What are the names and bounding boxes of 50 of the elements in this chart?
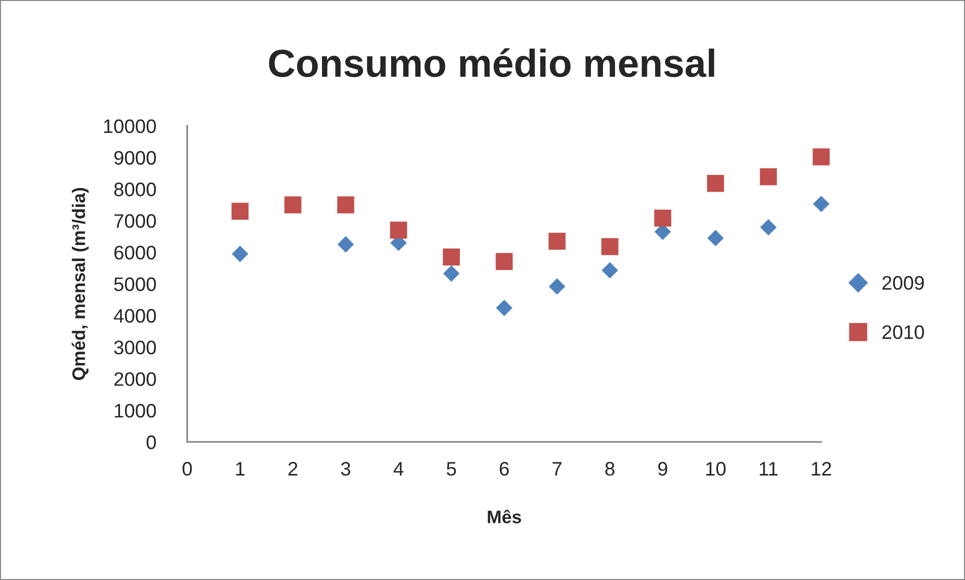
chart-title: Consumo médio mensal [269, 48, 714, 78]
y-tick-label: 3000 [114, 340, 156, 354]
point [390, 222, 408, 239]
point [443, 265, 460, 282]
point [232, 246, 248, 262]
point [337, 236, 354, 253]
point [548, 232, 566, 250]
point [812, 148, 830, 166]
point [760, 219, 777, 236]
x-tick-label: 4 [394, 462, 404, 476]
point [232, 202, 249, 220]
point [707, 174, 724, 192]
y-tick-label: 10000 [104, 119, 156, 134]
y-tick-label: 2000 [114, 372, 156, 386]
x-tick-label: 1 [236, 462, 244, 476]
legend-label: 2010 [882, 325, 924, 340]
x-tick-label: 6 [500, 462, 509, 476]
y-tick-label: 7000 [114, 214, 156, 228]
x-tick-label: 5 [446, 462, 456, 476]
y-tick-label: 4000 [114, 308, 156, 323]
x-tick-label: 7 [552, 462, 562, 476]
x-tick-label: 2 [288, 462, 298, 476]
point [496, 300, 512, 316]
legend-label: 2009 [882, 276, 924, 290]
y-tick-label: 1000 [114, 404, 156, 418]
point [654, 210, 672, 227]
point [337, 196, 354, 214]
point [707, 230, 724, 246]
y-tick-label: 5000 [114, 277, 156, 292]
point [602, 262, 618, 279]
x-tick-label: 12 [812, 462, 832, 476]
point [548, 278, 566, 295]
x-tick-label: 9 [658, 462, 668, 476]
point [496, 252, 513, 270]
point [284, 196, 302, 214]
y-tick-label: 0 [146, 435, 156, 450]
y-tick-label: 9000 [114, 150, 156, 165]
x-tick-label: 11 [760, 462, 778, 476]
point [760, 168, 777, 186]
x-tick-label: 0 [182, 462, 192, 476]
x-tick-label: 3 [341, 462, 350, 476]
point [813, 196, 830, 212]
x-tick-label: 10 [706, 462, 726, 476]
x-tick-label: 8 [605, 462, 614, 476]
y-axis-title: Qméd, mensal (m³/dia) [72, 188, 89, 380]
point [442, 248, 460, 266]
y-tick-label: 6000 [114, 246, 156, 260]
point [601, 238, 618, 256]
x-axis-title: Mês [488, 510, 522, 524]
y-tick-label: 8000 [114, 182, 156, 196]
